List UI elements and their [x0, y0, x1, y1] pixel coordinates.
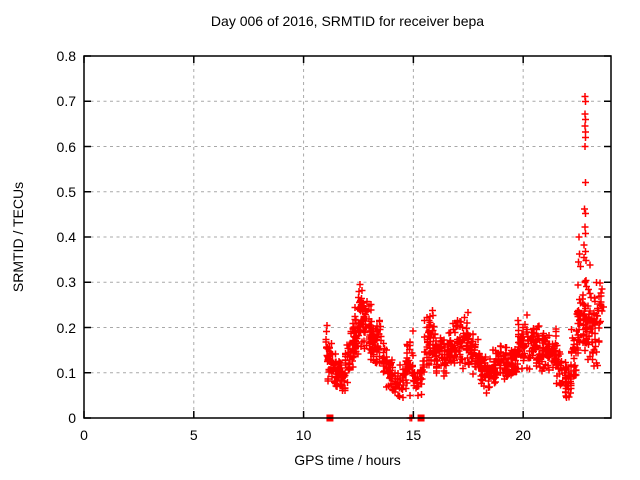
axis-ticks	[83, 55, 611, 419]
y-tick-label: 0.5	[56, 183, 76, 200]
x-tick-label: 0	[80, 427, 88, 443]
y-tick-label: 0.1	[56, 364, 76, 381]
x-axis-label: GPS time / hours	[294, 452, 401, 468]
y-tick-label: 0.6	[56, 138, 76, 155]
y-tick-label: 0.8	[56, 48, 76, 64]
x-tick-label: 5	[189, 427, 198, 443]
y-axis-label: SRMTID / TECUs	[10, 181, 26, 293]
y-tick-label: 0.4	[56, 229, 76, 245]
chart-title: Day 006 of 2016, SRMTID for receiver bep…	[210, 13, 485, 29]
y-tick-label: 0.2	[56, 319, 76, 336]
x-tick-label: 10	[295, 427, 312, 443]
scatter-points	[322, 93, 607, 422]
y-tick-label: 0	[68, 410, 76, 426]
y-tick-label: 0.3	[56, 274, 76, 291]
x-tick-label: 20	[515, 427, 531, 443]
x-tick-label: 15	[405, 427, 422, 443]
y-tick-label: 0.7	[56, 93, 76, 110]
